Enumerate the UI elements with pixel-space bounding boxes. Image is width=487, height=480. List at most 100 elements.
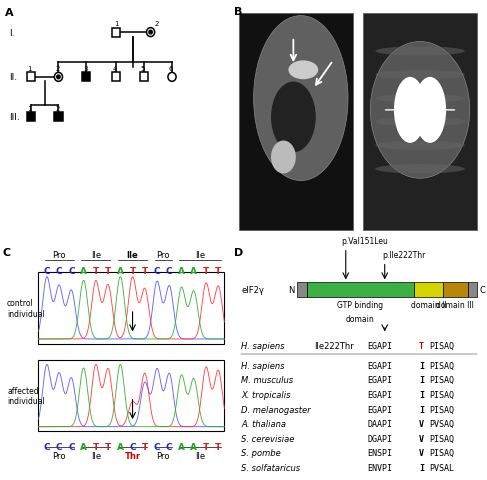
Text: Pro: Pro (52, 251, 66, 260)
Text: 6: 6 (169, 66, 173, 72)
Text: B: B (234, 7, 242, 17)
Text: 2: 2 (55, 66, 59, 72)
Text: I: I (419, 376, 424, 384)
Text: 4: 4 (113, 66, 117, 72)
Circle shape (168, 73, 176, 82)
Text: A: A (178, 267, 185, 276)
Text: PVSAQ: PVSAQ (429, 419, 454, 428)
Text: domain: domain (346, 314, 375, 323)
Bar (363, 14, 477, 230)
Ellipse shape (375, 118, 465, 127)
Bar (82, 73, 91, 82)
Text: Pro: Pro (156, 451, 170, 460)
Text: PVSAL: PVSAL (429, 463, 454, 472)
Text: EGAPI: EGAPI (368, 390, 393, 399)
Circle shape (149, 31, 152, 35)
Bar (55, 113, 62, 122)
Text: C: C (480, 286, 486, 295)
Ellipse shape (375, 141, 465, 151)
Ellipse shape (370, 42, 469, 179)
Text: C: C (43, 442, 50, 451)
Ellipse shape (288, 61, 318, 80)
Text: T: T (215, 267, 222, 276)
Text: Ile: Ile (91, 251, 101, 260)
Text: I: I (419, 390, 424, 399)
Text: A: A (190, 442, 197, 451)
Text: 1: 1 (114, 22, 118, 27)
Bar (414, 283, 443, 298)
Ellipse shape (271, 141, 296, 174)
Bar (297, 283, 307, 298)
Text: DAAPI: DAAPI (368, 419, 393, 428)
Text: Ile: Ile (195, 251, 205, 260)
Text: T: T (215, 442, 222, 451)
Text: A: A (190, 267, 197, 276)
Bar (239, 14, 353, 230)
Text: T: T (105, 442, 111, 451)
Text: domain III: domain III (436, 300, 474, 309)
Text: T: T (105, 267, 111, 276)
Text: control
individual: control individual (7, 299, 45, 318)
Text: PISAQ: PISAQ (429, 448, 454, 457)
Text: PISAQ: PISAQ (429, 361, 454, 370)
Text: V: V (419, 448, 424, 457)
Bar (112, 28, 120, 37)
Text: PISAQ: PISAQ (429, 405, 454, 414)
Text: A: A (178, 442, 185, 451)
Text: V: V (419, 434, 424, 443)
Text: 3: 3 (83, 66, 88, 72)
Ellipse shape (375, 47, 465, 57)
Text: T: T (142, 267, 148, 276)
Text: C: C (68, 442, 75, 451)
Text: I.: I. (9, 28, 15, 37)
Text: 5: 5 (141, 66, 145, 72)
Text: p.Val151Leu: p.Val151Leu (341, 237, 388, 246)
Text: S. pombe: S. pombe (241, 448, 281, 457)
Text: PISAQ: PISAQ (429, 434, 454, 443)
Bar (140, 73, 148, 82)
Text: 1: 1 (27, 66, 32, 72)
Ellipse shape (254, 16, 348, 181)
Text: EGAPI: EGAPI (368, 342, 393, 350)
Text: Pro: Pro (156, 251, 170, 260)
Text: D: D (234, 247, 243, 257)
Ellipse shape (394, 78, 426, 144)
Text: A: A (80, 442, 87, 451)
Text: V: V (419, 419, 424, 428)
Text: T: T (93, 442, 99, 451)
Bar (26, 113, 35, 122)
Text: 2: 2 (155, 22, 159, 27)
Text: D. melanogaster: D. melanogaster (241, 405, 311, 414)
Bar (38, 360, 225, 432)
Bar (38, 273, 225, 344)
Text: 1: 1 (27, 106, 32, 112)
Text: A. thaliana: A. thaliana (241, 419, 286, 428)
Ellipse shape (414, 78, 446, 144)
Text: C: C (166, 267, 172, 276)
Text: C: C (56, 442, 62, 451)
Ellipse shape (375, 71, 465, 80)
Text: EGAPI: EGAPI (368, 405, 393, 414)
Text: T: T (419, 342, 424, 350)
Bar (468, 283, 477, 298)
Text: C: C (154, 267, 160, 276)
Text: GTP binding: GTP binding (337, 300, 383, 309)
Bar (443, 283, 468, 298)
Circle shape (147, 28, 155, 37)
Text: II.: II. (9, 73, 17, 82)
Ellipse shape (375, 165, 465, 174)
Text: EGAPI: EGAPI (368, 361, 393, 370)
Bar (112, 73, 120, 82)
Text: T: T (203, 442, 209, 451)
Text: T: T (93, 267, 99, 276)
Text: T: T (142, 442, 148, 451)
Text: Ile: Ile (127, 251, 138, 260)
Text: I: I (419, 405, 424, 414)
Text: EGAPI: EGAPI (368, 376, 393, 384)
Circle shape (55, 73, 62, 82)
Text: H. sapiens: H. sapiens (241, 342, 284, 350)
Text: H. sapiens: H. sapiens (241, 361, 284, 370)
Text: Ile: Ile (195, 451, 205, 460)
Bar (307, 283, 414, 298)
Text: T: T (130, 267, 136, 276)
